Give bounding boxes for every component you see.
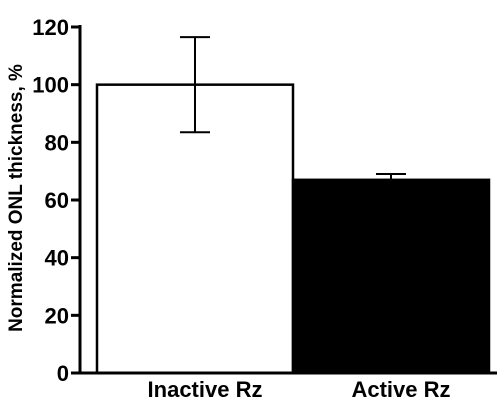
y-tick-label-20: 20 <box>45 303 69 328</box>
x-category-label-active-rz: Active Rz <box>351 377 450 402</box>
x-category-label-inactive-rz: Inactive Rz <box>148 377 263 402</box>
y-axis: 0 20 40 60 80 100 120 <box>32 15 82 386</box>
y-tick-label-80: 80 <box>45 130 69 155</box>
x-axis: Inactive Rz Active Rz <box>78 371 497 402</box>
y-tick-label-0: 0 <box>57 361 69 386</box>
y-tick-label-60: 60 <box>45 188 69 213</box>
bar-active-rz <box>291 178 491 375</box>
y-axis-title: Normalized ONL thickness, % <box>6 64 27 332</box>
y-tick-label-40: 40 <box>45 246 69 271</box>
error-bars <box>180 36 406 187</box>
y-tick-label-100: 100 <box>32 73 69 98</box>
y-tick-label-120: 120 <box>32 15 69 40</box>
bars <box>95 83 491 375</box>
